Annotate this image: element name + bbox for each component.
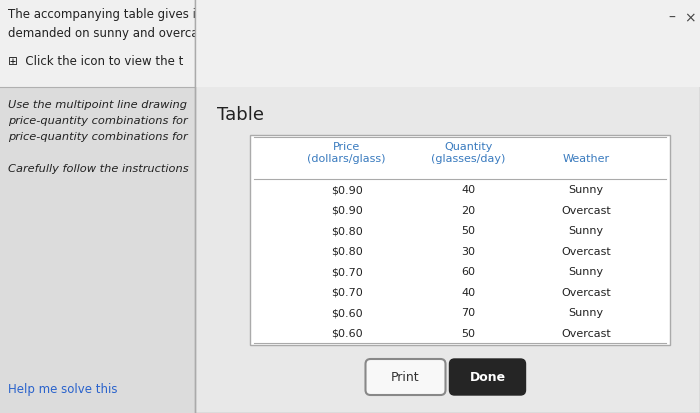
FancyBboxPatch shape — [653, 12, 665, 50]
FancyBboxPatch shape — [250, 136, 670, 345]
Text: $0.80: $0.80 — [330, 246, 363, 256]
Text: ⊞  Click the icon to view the t: ⊞ Click the icon to view the t — [8, 55, 183, 68]
Text: Carefully follow the instructions: Carefully follow the instructions — [8, 164, 188, 173]
Text: Print: Print — [391, 370, 420, 384]
FancyBboxPatch shape — [640, 12, 652, 50]
Text: price-quantity combinations for: price-quantity combinations for — [8, 132, 188, 142]
Text: $0.60: $0.60 — [331, 328, 363, 338]
Text: price-quantity combinations for: price-quantity combinations for — [8, 116, 188, 126]
Text: 30: 30 — [461, 246, 475, 256]
Text: Sunny: Sunny — [568, 308, 603, 318]
FancyBboxPatch shape — [666, 12, 678, 50]
FancyBboxPatch shape — [679, 12, 691, 50]
Text: Overcast: Overcast — [561, 287, 611, 297]
FancyBboxPatch shape — [365, 359, 445, 395]
FancyBboxPatch shape — [0, 0, 700, 88]
Text: Sunny: Sunny — [568, 185, 603, 195]
Text: 40: 40 — [461, 287, 475, 297]
Text: 40: 40 — [461, 185, 475, 195]
Text: $0.90: $0.90 — [330, 185, 363, 195]
Text: –: – — [668, 11, 676, 25]
Text: Quantity
(glasses/day): Quantity (glasses/day) — [431, 142, 505, 164]
Text: $0.70: $0.70 — [330, 267, 363, 277]
Text: 50: 50 — [461, 225, 475, 236]
Text: Overcast: Overcast — [561, 246, 611, 256]
Text: 20: 20 — [461, 205, 475, 215]
Text: Use the multipoint line drawing: Use the multipoint line drawing — [8, 100, 187, 110]
Text: 60: 60 — [461, 267, 475, 277]
Text: 50: 50 — [461, 328, 475, 338]
Text: Sunny: Sunny — [568, 267, 603, 277]
Text: Overcast: Overcast — [561, 328, 611, 338]
FancyBboxPatch shape — [195, 0, 700, 88]
Text: $0.70: $0.70 — [330, 287, 363, 297]
Text: $0.90: $0.90 — [330, 205, 363, 215]
Text: The accompanying table gives information on the quantity of lemonade
demanded on: The accompanying table gives information… — [8, 8, 433, 40]
FancyBboxPatch shape — [449, 359, 526, 395]
FancyBboxPatch shape — [195, 0, 700, 413]
Text: Weather: Weather — [562, 154, 610, 164]
Text: Sunny: Sunny — [568, 225, 603, 236]
Text: $0.80: $0.80 — [330, 225, 363, 236]
Text: Table: Table — [217, 106, 264, 124]
Text: Overcast: Overcast — [561, 205, 611, 215]
Text: Help me solve this: Help me solve this — [8, 382, 118, 396]
Text: $0.60: $0.60 — [331, 308, 363, 318]
Text: 70: 70 — [461, 308, 475, 318]
Text: ×: × — [684, 11, 696, 25]
Text: Done: Done — [470, 370, 505, 384]
Text: Price
(dollars/glass): Price (dollars/glass) — [307, 142, 386, 164]
